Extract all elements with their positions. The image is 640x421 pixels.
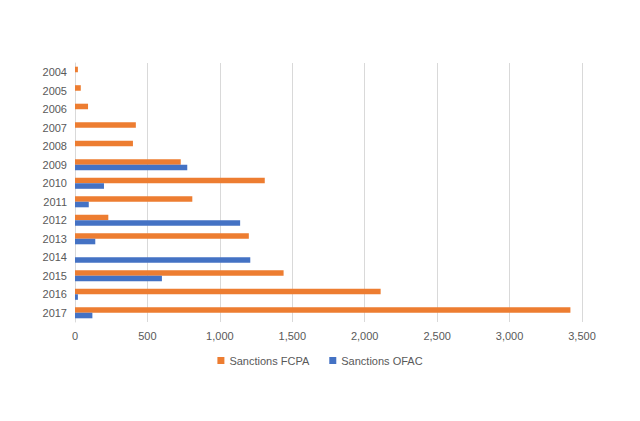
- svg-text:3,000: 3,000: [496, 330, 524, 342]
- svg-text:2,500: 2,500: [423, 330, 451, 342]
- svg-text:2009: 2009: [43, 159, 67, 171]
- svg-text:2015: 2015: [43, 270, 67, 282]
- svg-text:2016: 2016: [43, 288, 67, 300]
- svg-text:3,500: 3,500: [568, 330, 596, 342]
- svg-text:2011: 2011: [43, 196, 67, 208]
- svg-text:2005: 2005: [43, 85, 67, 97]
- svg-text:2006: 2006: [43, 103, 67, 115]
- svg-text:0: 0: [72, 330, 78, 342]
- svg-text:Sanctions OFAC: Sanctions OFAC: [341, 355, 422, 367]
- svg-text:2,000: 2,000: [351, 330, 379, 342]
- svg-text:2008: 2008: [43, 140, 67, 152]
- svg-text:2004: 2004: [43, 66, 67, 78]
- svg-text:2007: 2007: [43, 122, 67, 134]
- svg-text:1,500: 1,500: [279, 330, 307, 342]
- svg-text:2010: 2010: [43, 177, 67, 189]
- svg-text:1,000: 1,000: [206, 330, 234, 342]
- svg-text:2014: 2014: [43, 251, 67, 263]
- svg-text:Sanctions FCPA: Sanctions FCPA: [229, 355, 310, 367]
- svg-text:2012: 2012: [43, 214, 67, 226]
- svg-text:2013: 2013: [43, 233, 67, 245]
- svg-text:500: 500: [138, 330, 156, 342]
- svg-text:2017: 2017: [43, 307, 67, 319]
